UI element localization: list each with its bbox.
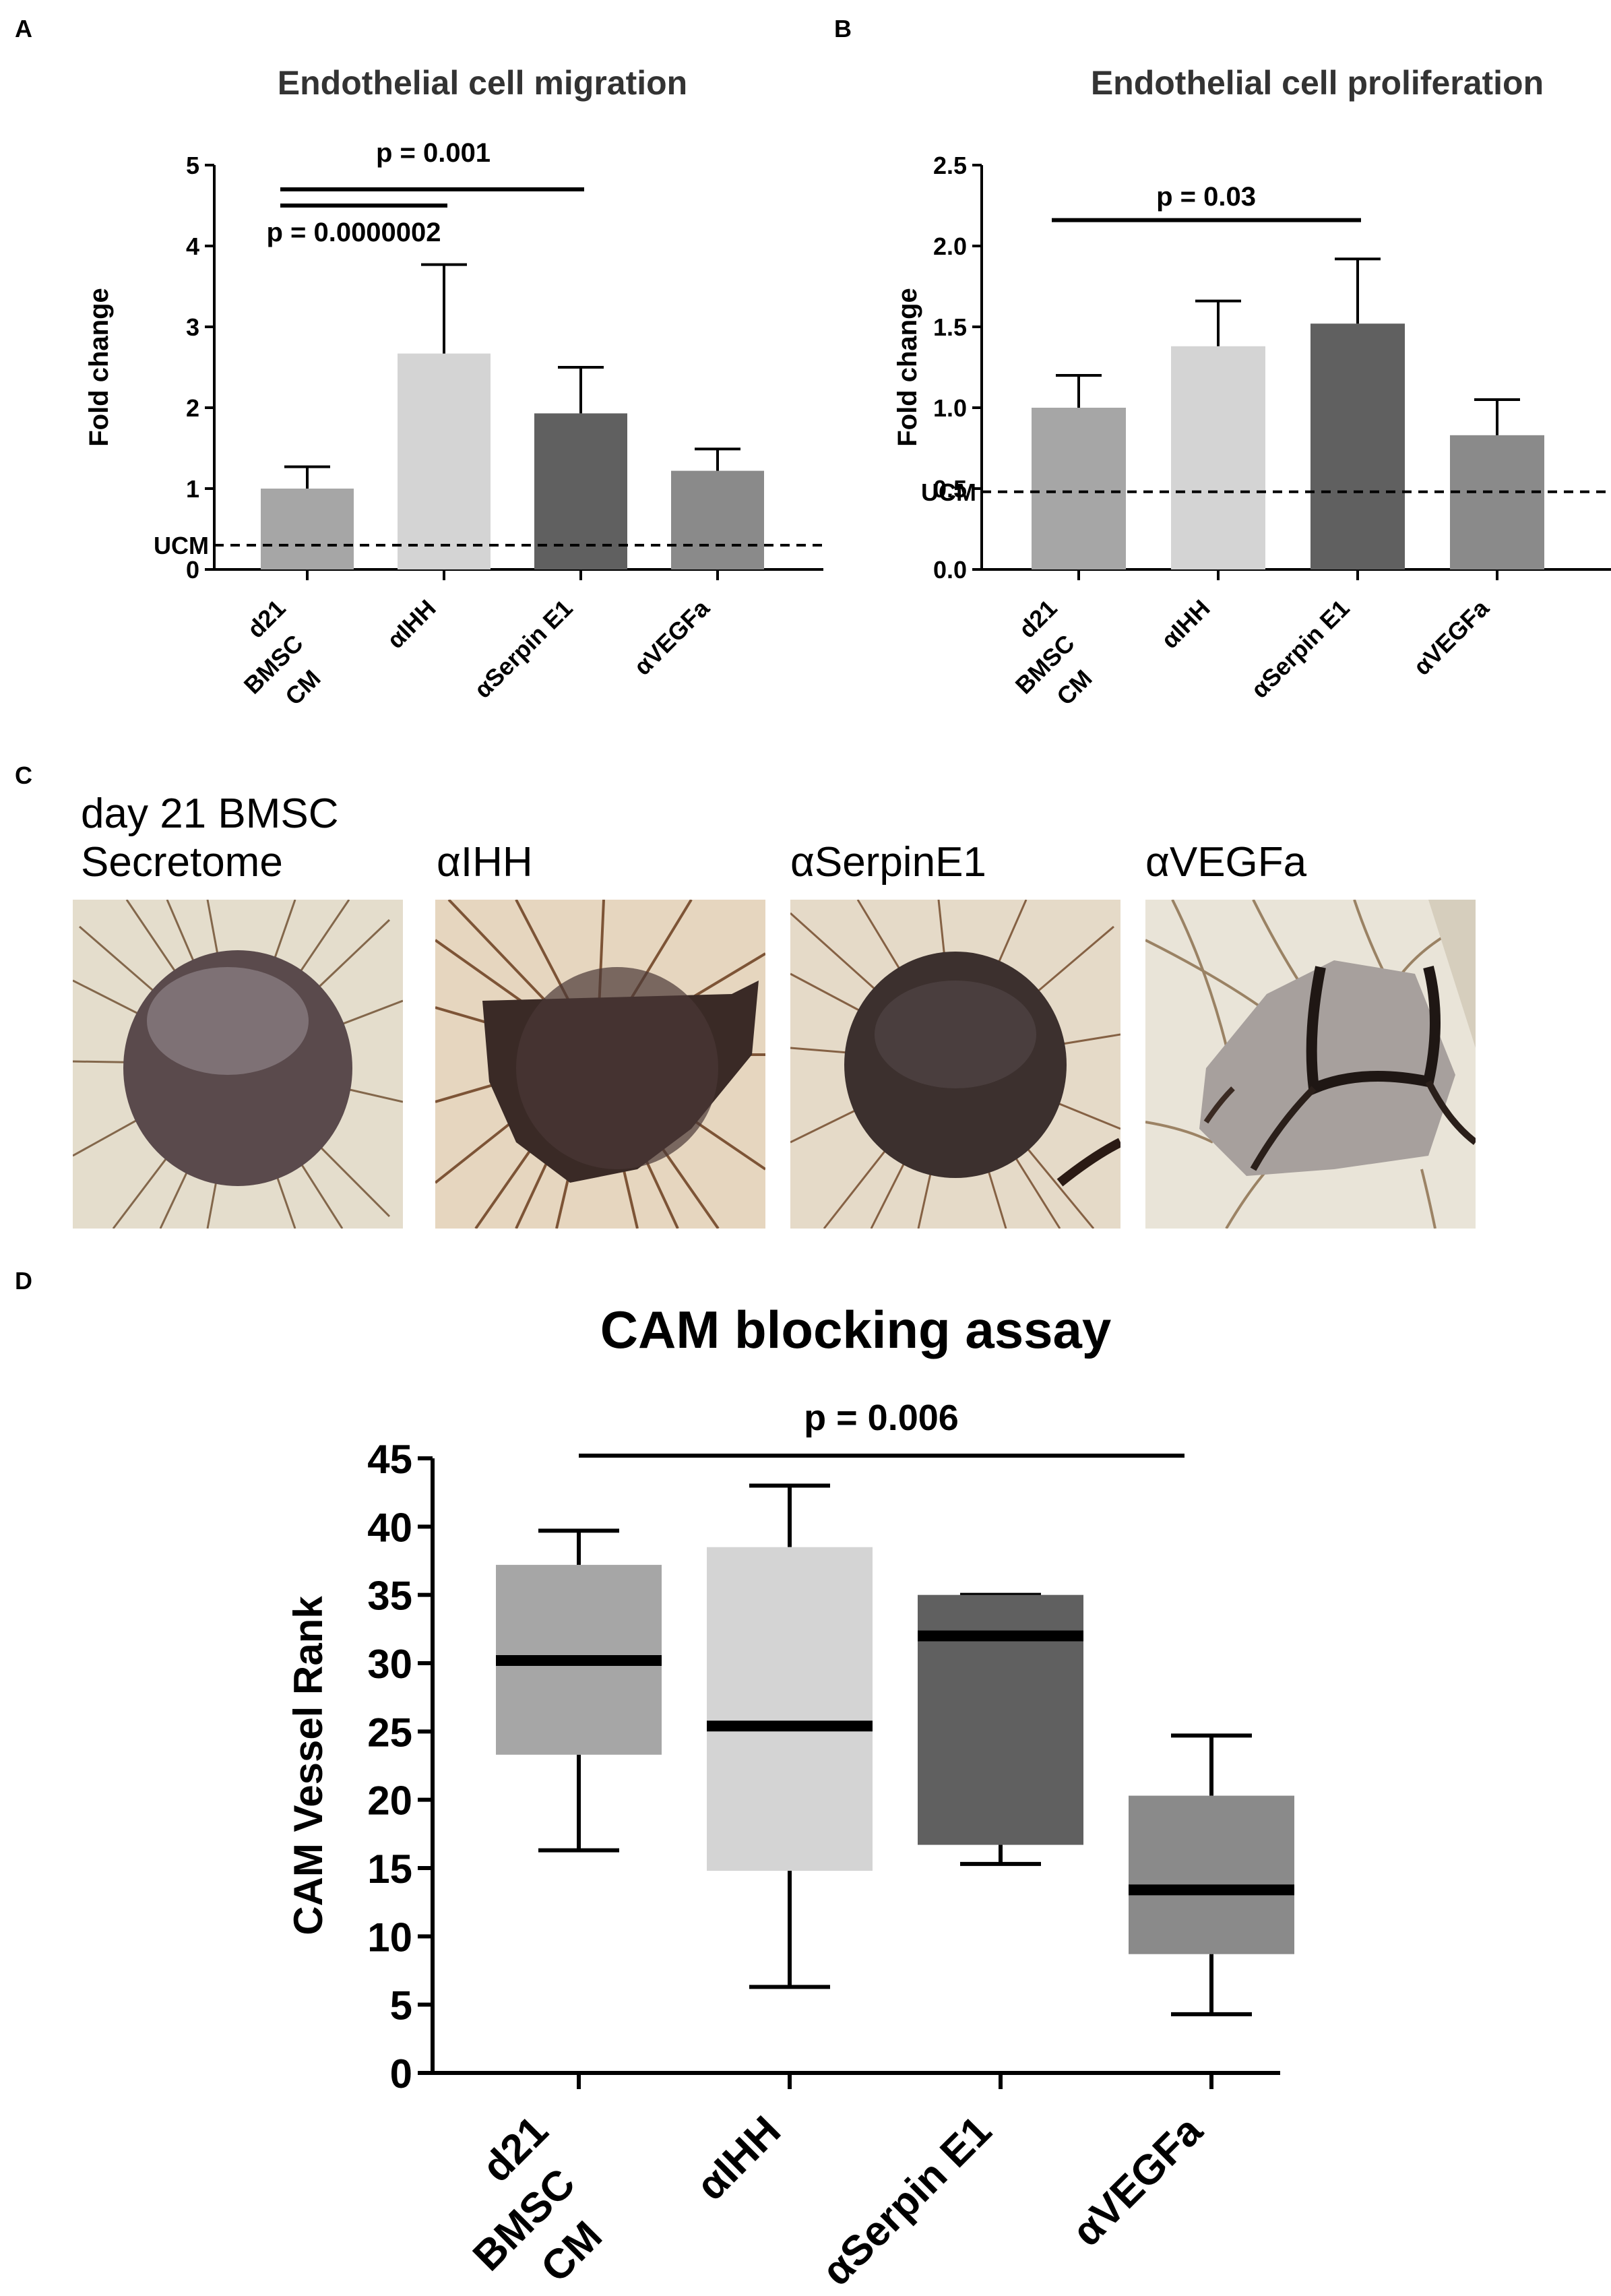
x-tick-label: αIHH [1156, 594, 1215, 654]
photo-caption-line: αVEGFa [1145, 839, 1307, 886]
x-tick-label: αSerpin E1 [469, 594, 578, 704]
photo-caption-line: αSerpinE1 [790, 839, 986, 886]
x-tick-label: αSerpin E1 [1246, 594, 1355, 704]
migration-bar-chart: Endothelial cell migration Fold change 0 1 2… [84, 64, 823, 711]
bar-2 [534, 413, 627, 569]
panel-label-a: A [15, 15, 32, 42]
x-tick-label: αVEGFa [629, 594, 716, 681]
y-tick-label: 5 [186, 152, 199, 179]
y-axis-label: Fold change [893, 288, 922, 447]
bar-2 [1310, 323, 1405, 569]
chart-title: Endothelial cell proliferation [1091, 64, 1544, 102]
x-tick-label: CM [280, 664, 326, 711]
y-tick-label: 30 [367, 1642, 412, 1687]
chart-title: Endothelial cell migration [278, 64, 687, 102]
y-tick-label: 2 [186, 394, 199, 422]
y-tick-label: 5 [390, 1983, 412, 2028]
photo-caption-serpin: αSerpinE1 [790, 838, 986, 887]
bar-1 [1171, 346, 1265, 569]
y-tick-label: 25 [367, 1710, 412, 1755]
y-tick-label: 0.5 [933, 475, 967, 503]
panel-label-c: C [15, 762, 32, 789]
box-3 [1129, 1795, 1294, 1954]
y-tick-label: 0 [390, 2051, 412, 2097]
bar-3 [1450, 435, 1544, 569]
box-1 [707, 1547, 873, 1871]
photo-caption-line: Secretome [81, 839, 283, 886]
y-tick-label: 20 [367, 1778, 412, 1824]
significance-label: p = 0.001 [376, 138, 491, 168]
x-tick-label: αVEGFa [1063, 2107, 1211, 2256]
significance-label: p = 0.03 [1156, 182, 1256, 212]
y-tick-label: 0.0 [933, 556, 967, 584]
significance-label: p = 0.006 [804, 1398, 959, 1438]
photo-caption-vegfa: αVEGFa [1145, 838, 1306, 887]
significance-label: p = 0.0000002 [266, 218, 441, 247]
bar-3 [671, 470, 764, 569]
y-tick-label: 1.5 [933, 313, 967, 341]
y-tick-label: 45 [367, 1437, 412, 1482]
x-tick-label: αIHH [381, 594, 441, 654]
cam-photo-ihh [435, 900, 765, 1229]
bar-0 [1032, 408, 1126, 569]
y-tick-label: 2.5 [933, 152, 967, 179]
x-tick-label: αSerpin E1 [813, 2107, 1001, 2295]
cam-photo-serpin [790, 900, 1120, 1229]
y-tick-label: 35 [367, 1574, 412, 1619]
y-tick-label: 1.0 [933, 394, 967, 422]
photo-caption-line: αIHH [437, 839, 533, 886]
y-tick-label: 10 [367, 1915, 412, 1960]
proliferation-bar-chart: Endothelial cell proliferation Fold chang… [893, 64, 1611, 711]
x-tick-label: αIHH [688, 2107, 790, 2209]
y-tick-label: 40 [367, 1505, 412, 1550]
x-tick-label: αVEGFa [1408, 594, 1495, 681]
cam-blocking-box-chart: CAM blocking assay CAM Vessel Rank 0 5 10 15 2… [286, 1300, 1294, 2295]
cam-photo-secretome [73, 900, 403, 1229]
photo-caption-ihh: αIHH [437, 838, 533, 887]
chart-title: CAM blocking assay [600, 1300, 1112, 1359]
bar-1 [398, 353, 491, 569]
ucm-label: UCM [921, 478, 976, 506]
y-axis-label: Fold change [84, 288, 114, 447]
y-axis-label: CAM Vessel Rank [286, 1596, 331, 1935]
y-tick-label: 3 [186, 313, 199, 341]
bar-0 [261, 489, 354, 569]
y-tick-label: 15 [367, 1847, 412, 1892]
panel-label-b: B [834, 15, 852, 42]
y-tick-label: 1 [186, 475, 199, 503]
x-tick-label: CM [1051, 664, 1098, 711]
y-tick-label: 4 [186, 232, 199, 260]
panel-label-d: D [15, 1267, 32, 1295]
y-tick-label: 0 [186, 556, 199, 584]
y-tick-label: 2.0 [933, 232, 967, 260]
photo-caption-secretome: day 21 BMSC Secretome [81, 790, 339, 887]
cam-photo-vegfa [1145, 900, 1476, 1229]
ucm-label: UCM [154, 532, 209, 559]
photo-caption-line: day 21 BMSC [81, 790, 339, 837]
